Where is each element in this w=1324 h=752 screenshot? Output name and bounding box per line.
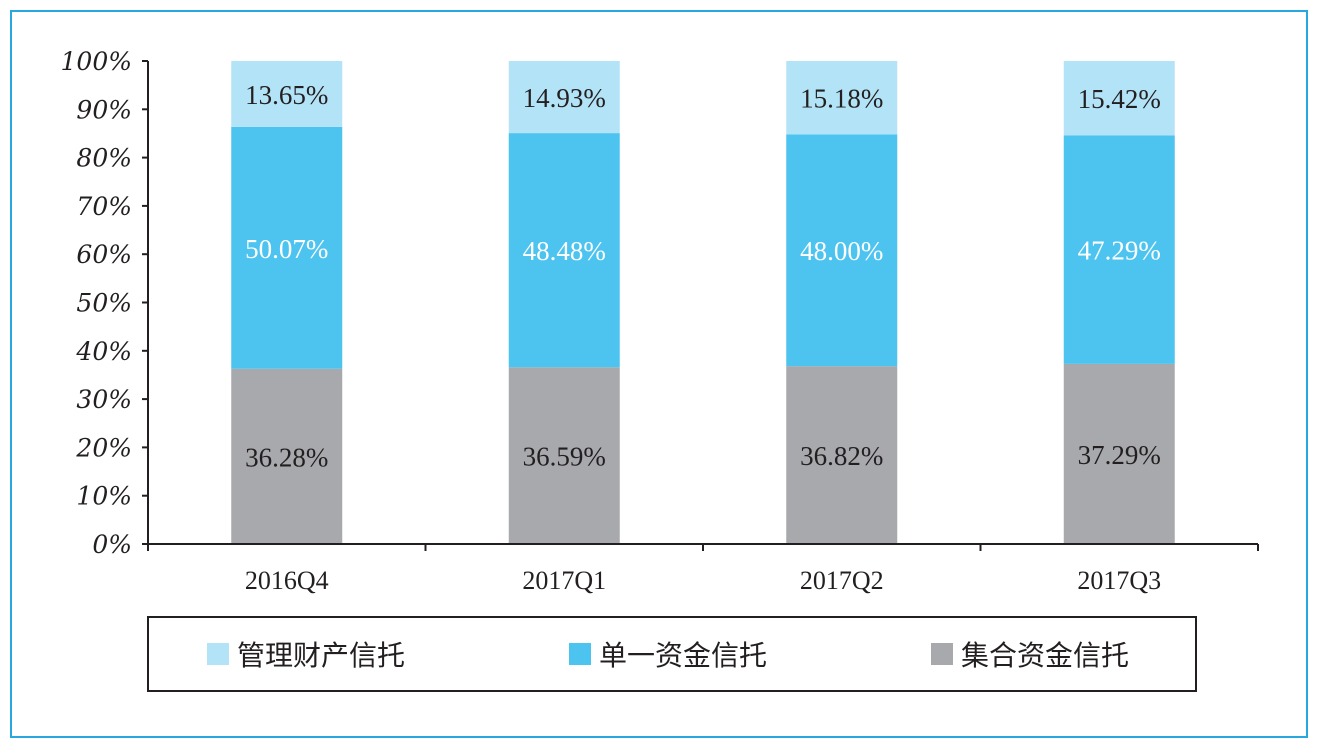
bar-segment <box>1063 363 1175 544</box>
data-label: 50.07% <box>245 234 328 264</box>
bar-segment <box>1063 135 1175 364</box>
y-tick-label: 90% <box>76 95 132 124</box>
legend-label: 管理财产信托 <box>237 639 406 672</box>
y-tick-label: 30% <box>76 385 132 414</box>
bar-segment <box>786 134 898 367</box>
y-tick-label: 10% <box>76 482 132 511</box>
data-label: 15.42% <box>1078 84 1161 114</box>
x-tick-label: 2017Q3 <box>1077 566 1161 595</box>
legend-item: 单一资金信托 <box>569 618 767 690</box>
legend-label: 单一资金信托 <box>599 639 768 672</box>
data-label: 15.18% <box>800 84 883 114</box>
bar-segment <box>231 126 343 369</box>
legend: 管理财产信托 单一资金信托 集合资金信托 <box>147 616 1197 692</box>
y-tick-label: 20% <box>75 433 132 462</box>
y-tick-label: 0% <box>92 530 132 559</box>
bar-segment <box>231 61 343 127</box>
y-tick-label: 40% <box>75 337 132 366</box>
data-label: 48.00% <box>800 236 883 266</box>
data-label: 14.93% <box>523 83 606 113</box>
y-tick-label: 60% <box>76 240 132 269</box>
x-tick-label: 2017Q2 <box>800 566 884 595</box>
legend-swatch <box>931 643 953 665</box>
data-label: 47.29% <box>1078 236 1161 266</box>
legend-label: 集合资金信托 <box>961 639 1130 672</box>
data-label: 13.65% <box>245 80 328 110</box>
y-tick-label: 70% <box>76 192 132 221</box>
data-label: 36.82% <box>800 441 883 471</box>
bar-segment <box>786 366 898 544</box>
data-label: 36.28% <box>245 442 328 472</box>
y-tick-label: 50% <box>76 289 132 318</box>
data-label: 48.48% <box>523 236 606 266</box>
bar-segment <box>786 61 898 135</box>
legend-swatch <box>207 643 229 665</box>
legend-item: 管理财产信托 <box>207 618 405 690</box>
x-tick-label: 2016Q4 <box>245 566 329 595</box>
bar-segment <box>508 133 620 368</box>
y-tick-label: 80% <box>76 144 132 173</box>
data-label: 37.29% <box>1078 440 1161 470</box>
data-label: 36.59% <box>523 442 606 472</box>
legend-item: 集合资金信托 <box>931 618 1129 690</box>
x-tick-label: 2017Q1 <box>522 566 606 595</box>
bar-segment <box>508 367 620 544</box>
bar-segment <box>231 368 343 544</box>
y-tick-label: 100% <box>61 47 132 76</box>
legend-swatch <box>569 643 591 665</box>
bar-segment <box>1063 61 1175 136</box>
bar-segment <box>508 61 620 134</box>
